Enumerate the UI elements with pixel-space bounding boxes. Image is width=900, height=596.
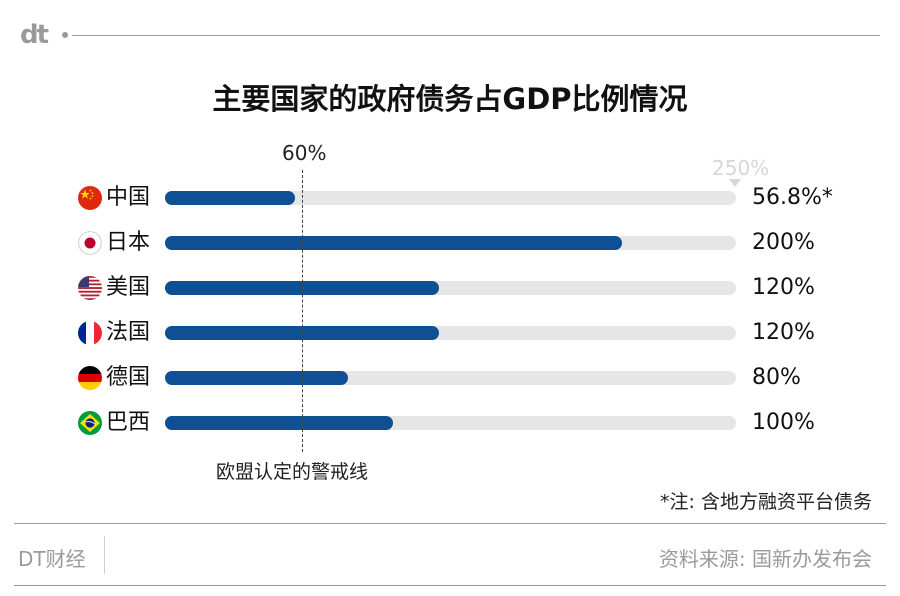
source-label: 资料来源: 国新办发布会 <box>658 547 872 571</box>
data-label: 200% <box>752 230 815 255</box>
reference-line <box>302 170 303 452</box>
bar-track <box>165 281 736 295</box>
dt-logo: dt <box>20 20 49 50</box>
bar-row: 巴西 100% <box>0 408 900 438</box>
japan-flag-icon <box>78 231 102 255</box>
germany-flag-icon <box>78 366 102 390</box>
category-label: 德国 <box>106 365 151 390</box>
data-label: 80% <box>752 365 801 390</box>
bar <box>165 191 295 205</box>
bar-row: 法国 120% <box>0 318 900 348</box>
bar-track <box>165 326 736 340</box>
category-label: 美国 <box>106 275 151 300</box>
brand-separator <box>104 536 105 574</box>
top-divider <box>72 35 880 36</box>
bar-track <box>165 236 736 250</box>
data-label: 120% <box>752 320 815 345</box>
data-label: 100% <box>752 410 815 435</box>
bar-track <box>165 191 736 205</box>
bar-row: 日本 200% <box>0 228 900 258</box>
bar-track <box>165 371 736 385</box>
brand-label: DT财经 <box>18 547 86 571</box>
reference-line-label: 60% <box>282 141 327 165</box>
france-flag-icon <box>78 321 102 345</box>
usa-flag-icon <box>78 276 102 300</box>
logo-dot <box>62 32 68 38</box>
axis-max-label: 250% <box>712 156 770 180</box>
bar-row: 中国 56.8%* <box>0 183 900 213</box>
category-label: 法国 <box>106 320 151 345</box>
china-flag-icon <box>78 186 102 210</box>
chart-title: 主要国家的政府债务占GDP比例情况 <box>212 82 688 116</box>
bar <box>165 236 622 250</box>
data-label: 56.8%* <box>752 185 833 210</box>
bar <box>165 371 348 385</box>
footer-divider-bottom <box>14 585 886 586</box>
reference-line-caption: 欧盟认定的警戒线 <box>216 461 369 483</box>
brazil-flag-icon <box>78 411 102 435</box>
bar-track <box>165 416 736 430</box>
bar <box>165 416 394 430</box>
category-label: 日本 <box>106 230 151 255</box>
bar-row: 美国 120% <box>0 273 900 303</box>
axis-max-marker <box>729 179 741 187</box>
category-label: 中国 <box>106 185 151 210</box>
footnote: *注: 含地方融资平台债务 <box>660 491 872 513</box>
bar-row: 德国 80% <box>0 363 900 393</box>
category-label: 巴西 <box>106 410 151 435</box>
data-label: 120% <box>752 275 815 300</box>
footer-divider-top <box>14 523 886 524</box>
